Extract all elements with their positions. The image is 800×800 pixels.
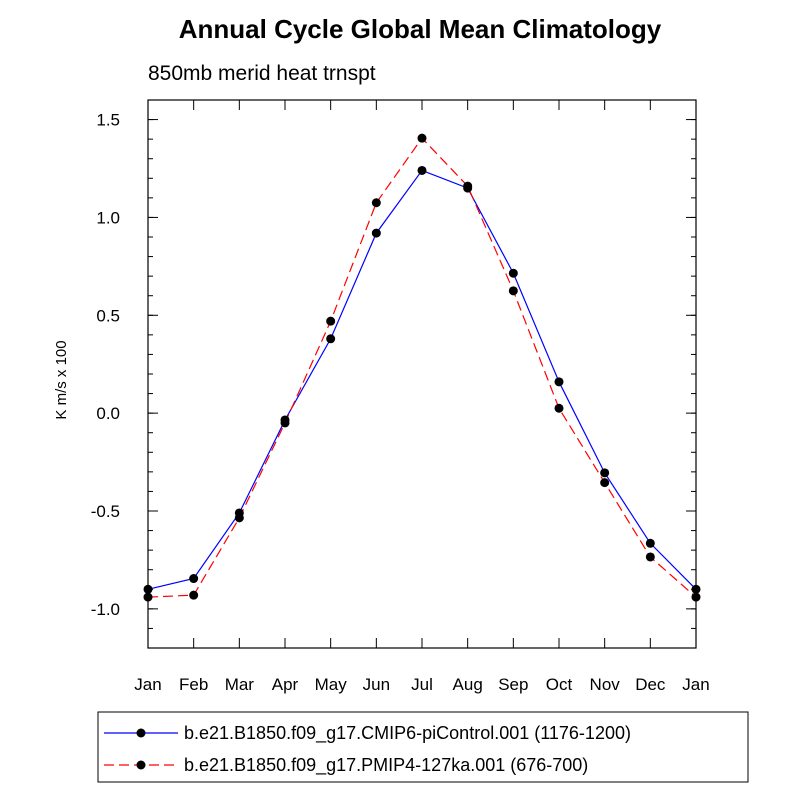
legend-marker-2: [136, 760, 146, 770]
x-tick-label: Nov: [590, 675, 621, 694]
y-tick-label: -0.5: [91, 502, 120, 521]
legend-box: [97, 711, 749, 783]
y-tick-labels: 1.5 1.0 0.5 0.0 -0.5 -1.0: [91, 111, 120, 619]
legend: b.e21.B1850.f09_g17.CMIP6-piControl.001 …: [104, 723, 631, 776]
x-tick-label: Jul: [411, 675, 433, 694]
x-tick-label: Feb: [179, 675, 208, 694]
x-tick-label: Oct: [546, 675, 573, 694]
series-line-1: [147, 169, 697, 590]
x-tick-label: Sep: [498, 675, 528, 694]
series-line-2: [147, 137, 697, 598]
series-1-point: [417, 165, 427, 175]
series-2-point: [280, 418, 290, 428]
y-tick-label: -1.0: [91, 600, 120, 619]
series-1-point: [554, 377, 564, 387]
y-tick-label: 1.5: [96, 111, 120, 130]
series-1-point: [371, 228, 381, 238]
series-2-point: [371, 198, 381, 208]
series-2-point: [645, 552, 655, 562]
series-1-point: [143, 584, 153, 594]
chart-title: Annual Cycle Global Mean Climatology: [179, 14, 662, 44]
series-1-point: [326, 334, 336, 344]
y-axis-label: K m/s x 100: [53, 340, 70, 419]
series-2-point: [691, 592, 701, 602]
x-tick-label: Jun: [363, 675, 390, 694]
legend-label-2: b.e21.B1850.f09_g17.PMIP4-127ka.001 (676…: [184, 755, 588, 776]
series-2-point: [600, 478, 610, 488]
series-1-point: [691, 584, 701, 594]
x-tick-label: Jan: [134, 675, 161, 694]
x-tick-label: Jan: [682, 675, 709, 694]
series-2-point: [143, 592, 153, 602]
series-2-point: [554, 403, 564, 413]
series-2-point: [417, 133, 427, 143]
x-tick-label: Aug: [453, 675, 483, 694]
legend-marker-1: [136, 728, 146, 738]
plot-frame: [147, 99, 697, 649]
series-2-point: [189, 590, 199, 600]
x-tick-label: Dec: [635, 675, 666, 694]
series-group: [143, 133, 701, 602]
y-tick-label: 0.0: [96, 404, 120, 423]
series-2-point: [463, 181, 473, 191]
series-1-point: [508, 268, 518, 278]
series-1-point: [600, 468, 610, 478]
legend-label-1: b.e21.B1850.f09_g17.CMIP6-piControl.001 …: [184, 723, 631, 744]
y-tick-label: 0.5: [96, 306, 120, 325]
series-2-point: [508, 286, 518, 296]
series-1-point: [645, 538, 655, 548]
series-1-point: [189, 574, 199, 584]
x-tick-label: Apr: [272, 675, 299, 694]
x-tick-label: Mar: [225, 675, 255, 694]
series-2-point: [234, 513, 244, 523]
chart-subtitle: 850mb merid heat trnspt: [148, 62, 376, 85]
y-tick-label: 1.0: [96, 208, 120, 227]
x-tick-labels: Jan Feb Mar Apr May Jun Jul Aug Sep Oct Nov Dec Jan: [134, 675, 709, 694]
axis-ticks: [147, 99, 697, 649]
series-2-point: [326, 316, 336, 326]
x-tick-label: May: [315, 675, 348, 694]
